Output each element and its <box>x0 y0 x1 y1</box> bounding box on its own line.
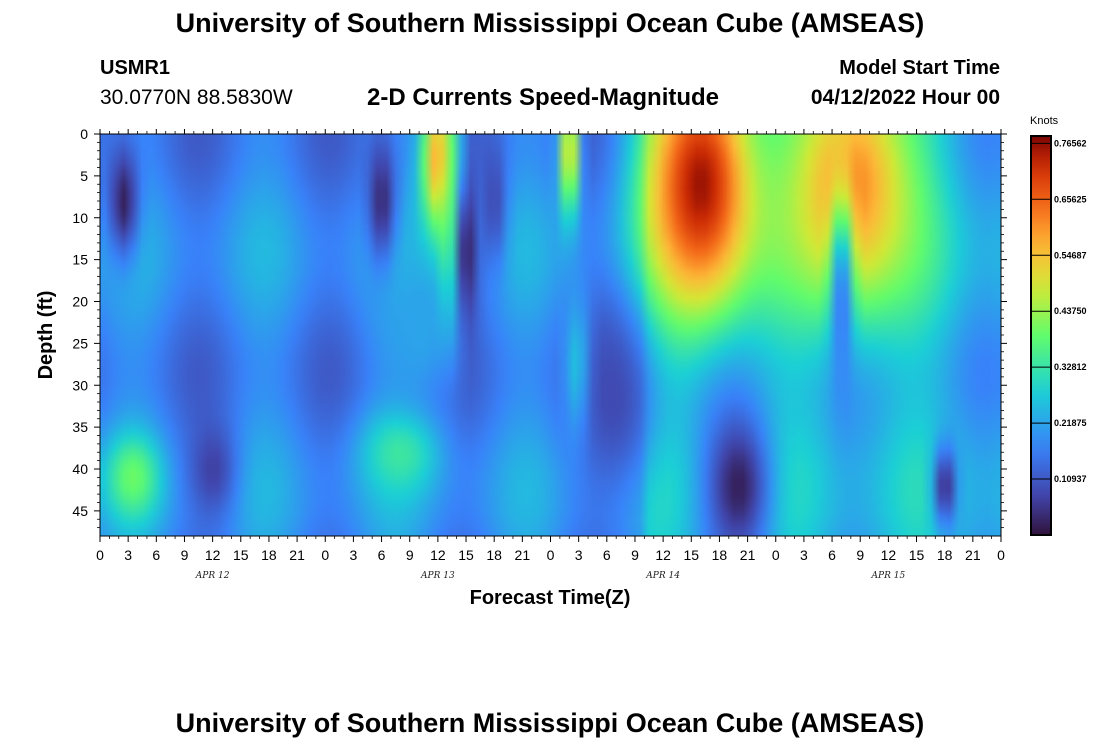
station-coordinates: 30.0770N 88.5830W <box>100 86 293 109</box>
x-tick-label: 0 <box>96 547 104 563</box>
x-tick-label: 12 <box>655 547 671 563</box>
x-tick-label: 15 <box>909 547 925 563</box>
x-tick-label: 12 <box>205 547 221 563</box>
model-start-label: Model Start Time <box>839 57 1000 79</box>
y-tick-label: 5 <box>80 168 88 184</box>
colorbar-tick-label: 0.43750 <box>1054 306 1087 316</box>
x-tick-label: 18 <box>486 547 502 563</box>
x-tick-label: 9 <box>631 547 639 563</box>
colorbar-tick-label: 0.65625 <box>1054 194 1087 204</box>
heatmap-image <box>100 134 1001 536</box>
x-tick-label: 12 <box>881 547 897 563</box>
x-tick-label: 0 <box>547 547 555 563</box>
colorbar-bar <box>1030 135 1052 536</box>
x-tick-label: 18 <box>712 547 728 563</box>
x-tick-label: 9 <box>406 547 414 563</box>
x-tick-label: 15 <box>458 547 474 563</box>
date-label: APR 15 <box>871 571 906 581</box>
x-tick-label: 6 <box>828 547 836 563</box>
y-tick-label: 20 <box>72 294 88 310</box>
x-tick-label: 3 <box>124 547 132 563</box>
chart-subtitle: 2-D Currents Speed-Magnitude <box>367 84 720 111</box>
y-tick-label: 25 <box>72 335 88 351</box>
x-tick-label: 3 <box>575 547 583 563</box>
x-tick-label: 9 <box>181 547 189 563</box>
colorbar-tick-label: 0.76562 <box>1054 138 1087 148</box>
x-tick-label: 21 <box>965 547 981 563</box>
y-tick-label: 45 <box>72 503 88 519</box>
x-tick-label: 3 <box>350 547 358 563</box>
x-tick-label: 0 <box>321 547 329 563</box>
axes-layer: 0 3 6 9 12 15 18 21 0 3 6 9 12 15 18 21 0 3 6 9 12 15 18 21 0 3 6 9… <box>72 126 1007 581</box>
y-tick-label: 10 <box>72 210 88 226</box>
date-label: APR 14 <box>645 571 680 581</box>
x-tick-label: 15 <box>233 547 249 563</box>
station-id: USMR1 <box>100 57 171 79</box>
x-tick-label: 0 <box>772 547 780 563</box>
x-tick-label: 6 <box>603 547 611 563</box>
date-label: APR 13 <box>420 571 455 581</box>
colorbar-tick-label: 0.32812 <box>1054 362 1087 372</box>
date-label: APR 12 <box>195 571 230 581</box>
x-tick-label: 21 <box>740 547 756 563</box>
colorbar-tick-label: 0.21875 <box>1054 418 1087 428</box>
chart-title: University of Southern Mississippi Ocean… <box>175 8 925 38</box>
colorbar-units: Knots <box>1030 115 1059 127</box>
y-tick-label: 35 <box>72 419 88 435</box>
x-tick-label: 21 <box>289 547 305 563</box>
colorbar: Knots 0.10937 0.21875 0.32812 0.43750 0.5468… <box>1030 115 1087 536</box>
colorbar-tick-label: 0.10937 <box>1054 474 1087 484</box>
model-start-value: 04/12/2022 Hour 00 <box>810 86 1000 109</box>
colorbar-tick-label: 0.54687 <box>1054 250 1087 260</box>
x-tick-label: 15 <box>683 547 699 563</box>
footer-title: University of Southern Mississippi Ocean… <box>175 708 925 738</box>
x-tick-label: 9 <box>856 547 864 563</box>
y-tick-label: 40 <box>72 461 88 477</box>
x-tick-label: 3 <box>800 547 808 563</box>
x-tick-label: 21 <box>515 547 531 563</box>
x-tick-label: 6 <box>152 547 160 563</box>
x-tick-label: 18 <box>261 547 277 563</box>
x-tick-label: 12 <box>430 547 446 563</box>
y-tick-label: 0 <box>80 126 88 142</box>
y-tick-label: 15 <box>72 252 88 268</box>
x-tick-label: 6 <box>378 547 386 563</box>
y-axis-title: Depth (ft) <box>35 291 57 380</box>
x-axis-title: Forecast Time(Z) <box>470 587 631 609</box>
x-tick-label: 0 <box>997 547 1005 563</box>
y-tick-label: 30 <box>72 377 88 393</box>
x-tick-label: 18 <box>937 547 953 563</box>
